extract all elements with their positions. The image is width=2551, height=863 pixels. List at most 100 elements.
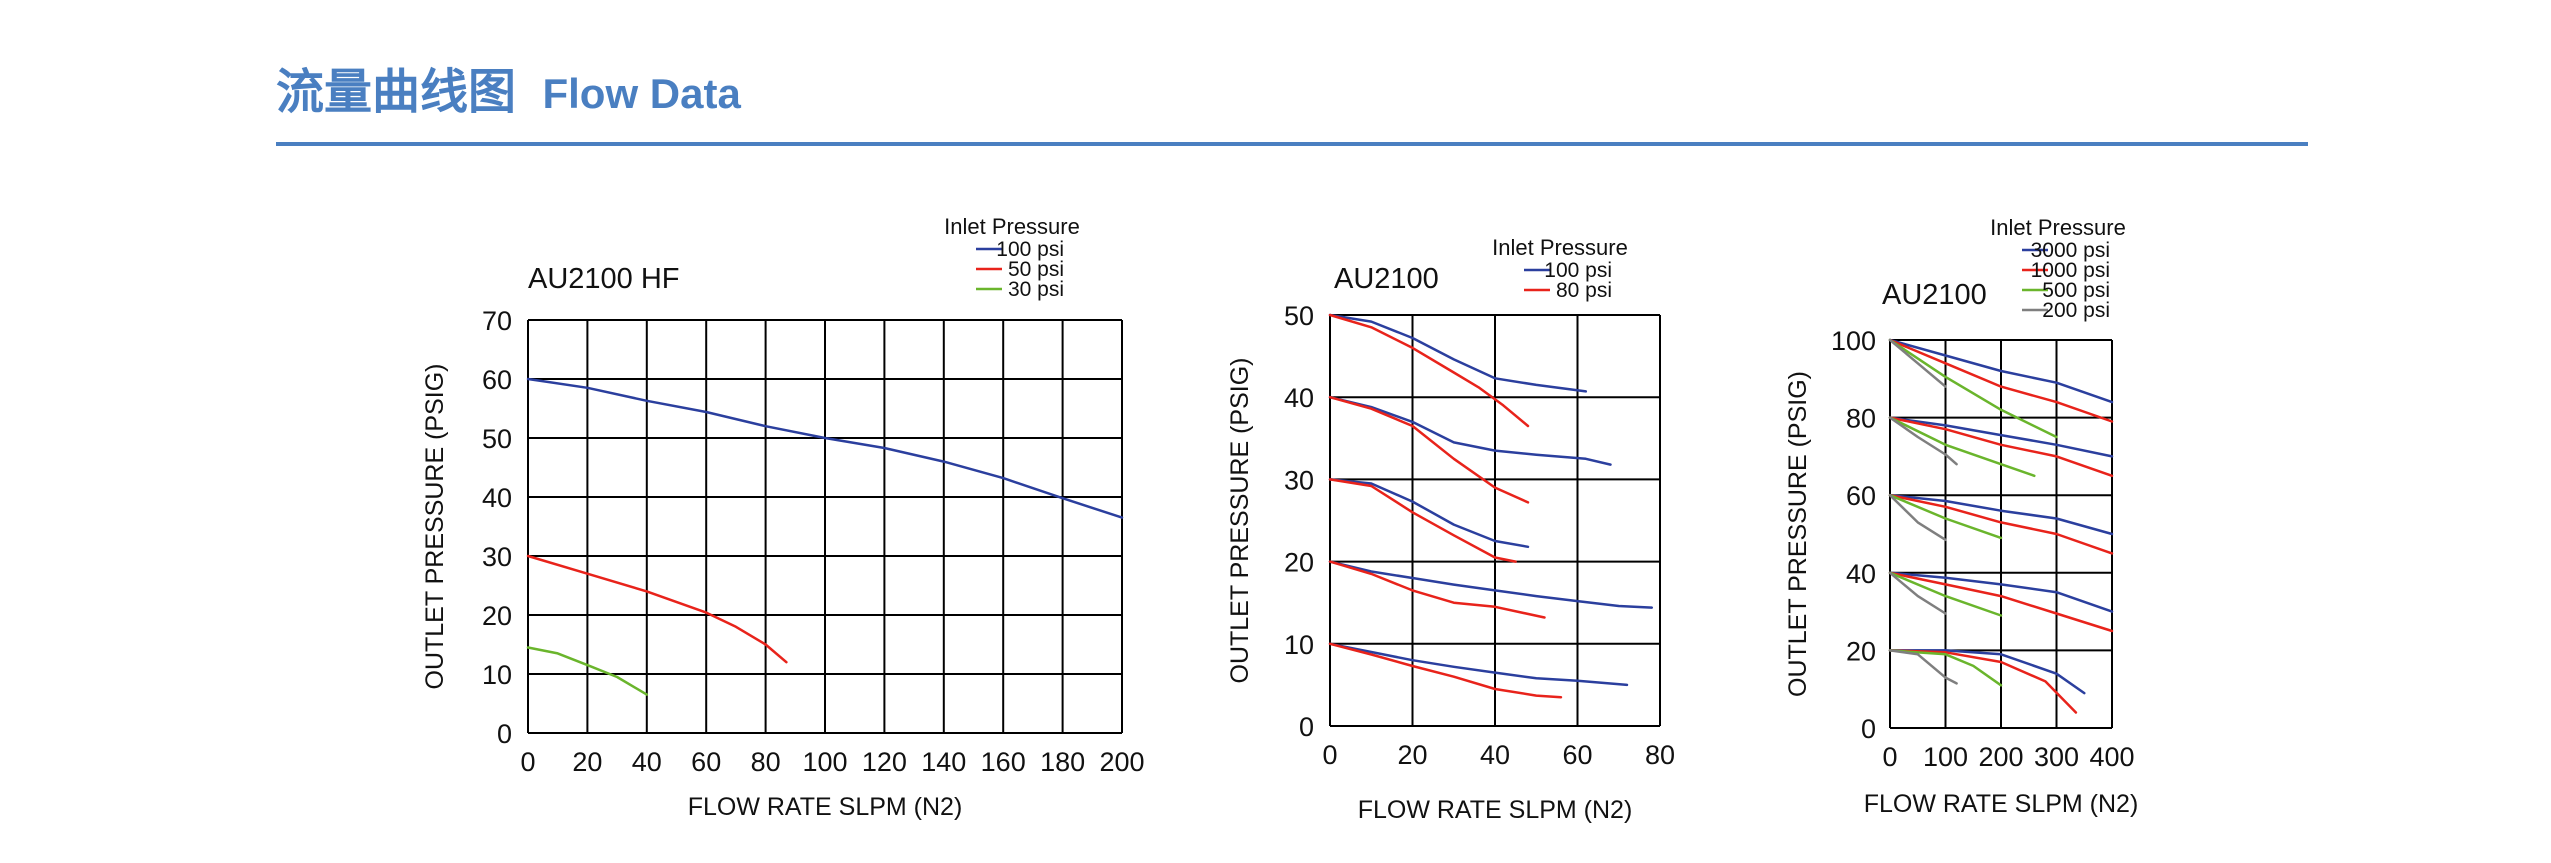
- y-tick-label: 0: [1299, 712, 1314, 742]
- x-tick-label: 60: [1562, 740, 1592, 770]
- series-line-80-psi: [1328, 560, 1546, 619]
- x-tick-label: 0: [1882, 742, 1897, 772]
- series-line-500-psi: [1888, 493, 2003, 540]
- legend-label: 50 psi: [1008, 258, 1064, 281]
- y-tick-label: 60: [482, 365, 512, 395]
- series-line-1000-psi: [1888, 338, 2114, 423]
- x-tick-label: 100: [802, 747, 847, 777]
- series-line-80-psi: [1328, 478, 1517, 563]
- y-axis-label: OUTLET PRESSURE (PSIG): [1784, 371, 1812, 697]
- y-tick-label: 20: [1846, 636, 1876, 666]
- y-tick-label: 0: [497, 719, 512, 749]
- y-tick-label: 40: [1846, 559, 1876, 589]
- x-tick-label: 140: [921, 747, 966, 777]
- legend-label: 200 psi: [2042, 299, 2110, 322]
- y-tick-label: 20: [1284, 548, 1314, 578]
- legend-label: 80 psi: [1556, 279, 1612, 302]
- x-axis-label: FLOW RATE SLPM (N2): [1358, 796, 1633, 824]
- x-axis-label: FLOW RATE SLPM (N2): [1864, 790, 2139, 818]
- x-tick-label: 120: [862, 747, 907, 777]
- series-line-200-psi: [1888, 649, 1958, 685]
- series-line-30-psi: [526, 646, 649, 696]
- series-line-100-psi: [1328, 395, 1612, 466]
- x-tick-label: 40: [1480, 740, 1510, 770]
- y-axis-label: OUTLET PRESSURE (PSIG): [1226, 358, 1254, 684]
- series-line-3000-psi: [1888, 338, 2114, 404]
- series-line-3000-psi: [1888, 416, 2114, 458]
- y-tick-label: 10: [1284, 630, 1314, 660]
- header-divider: [276, 142, 2308, 146]
- legend-title: Inlet Pressure: [1990, 215, 2126, 240]
- x-tick-label: 200: [1978, 742, 2023, 772]
- legend-label: 100 psi: [1544, 259, 1612, 282]
- series-line-80-psi: [1328, 313, 1530, 428]
- y-tick-label: 50: [482, 424, 512, 454]
- series-line-3000-psi: [1888, 571, 2114, 613]
- page-title-english: Flow Data: [542, 70, 741, 117]
- series-line-80-psi: [1328, 642, 1563, 699]
- chart-title: AU2100: [1882, 279, 1987, 311]
- x-tick-label: 20: [1397, 740, 1427, 770]
- chart-2: 0 20 40 60 80 0 10 20 30 40 50 FLOW RATE SLPM (N2) O…: [1226, 235, 1675, 824]
- series-line-100-psi: [1328, 560, 1654, 609]
- series-line-80-psi: [1328, 395, 1530, 504]
- legend-label: 3000 psi: [2031, 239, 2110, 262]
- x-tick-label: 300: [2034, 742, 2079, 772]
- x-tick-label: 400: [2089, 742, 2134, 772]
- y-tick-label: 100: [1831, 326, 1876, 356]
- x-tick-label: 100: [1923, 742, 1968, 772]
- page-title-chinese: 流量曲线图: [276, 64, 517, 120]
- series-line-100-psi: [1328, 478, 1530, 549]
- x-tick-label: 40: [632, 747, 662, 777]
- y-tick-label: 0: [1861, 714, 1876, 744]
- series-line-100-psi: [1328, 642, 1629, 687]
- series-line-200-psi: [1888, 338, 1947, 388]
- series-line-500-psi: [1888, 416, 2036, 478]
- series-line-1000-psi: [1888, 416, 2114, 478]
- series-line-1000-psi: [1888, 493, 2114, 555]
- series-line-500-psi: [1888, 649, 2003, 687]
- legend-title: Inlet Pressure: [1492, 235, 1628, 260]
- y-tick-label: 40: [482, 483, 512, 513]
- x-tick-label: 180: [1040, 747, 1085, 777]
- y-tick-label: 30: [482, 542, 512, 572]
- chart-3: 0 100 200 300 400 0 20 40 60 80 100 FLOW RATE SLPM …: [1784, 215, 2138, 818]
- legend-label: 1000 psi: [2031, 259, 2110, 282]
- x-tick-label: 0: [520, 747, 535, 777]
- x-tick-label: 60: [691, 747, 721, 777]
- chart-title: AU2100 HF: [528, 263, 680, 295]
- x-tick-label: 20: [572, 747, 602, 777]
- legend-label: 500 psi: [2042, 279, 2110, 302]
- series-line-1000-psi: [1888, 649, 2078, 714]
- x-tick-label: 80: [751, 747, 781, 777]
- x-tick-label: 200: [1099, 747, 1144, 777]
- page-header: 流量曲线图 Flow Data: [276, 52, 741, 122]
- x-tick-label: 0: [1322, 740, 1337, 770]
- y-tick-label: 80: [1846, 404, 1876, 434]
- series-line-100-psi: [1328, 313, 1588, 393]
- series-line-100-psi: [526, 377, 1124, 519]
- legend-label: 30 psi: [1008, 278, 1064, 301]
- y-tick-label: 40: [1284, 383, 1314, 413]
- x-tick-label: 80: [1645, 740, 1675, 770]
- y-tick-label: 10: [482, 660, 512, 690]
- legend-title: Inlet Pressure: [944, 214, 1080, 239]
- series-line-200-psi: [1888, 493, 1947, 542]
- chart-title: AU2100: [1334, 263, 1439, 295]
- x-axis-label: FLOW RATE SLPM (N2): [688, 793, 963, 821]
- series-line-500-psi: [1888, 571, 2003, 617]
- series-line-3000-psi: [1888, 649, 2086, 695]
- x-tick-label: 160: [981, 747, 1026, 777]
- series-line-1000-psi: [1888, 571, 2114, 633]
- series-line-50-psi: [526, 554, 788, 664]
- legend-label: 100 psi: [996, 238, 1064, 261]
- series-line-3000-psi: [1888, 493, 2114, 536]
- series-line-500-psi: [1888, 338, 2058, 439]
- y-tick-label: 20: [482, 601, 512, 631]
- y-axis-label: OUTLET PRESSURE (PSIG): [421, 364, 449, 690]
- y-tick-label: 50: [1284, 301, 1314, 331]
- y-tick-label: 60: [1846, 481, 1876, 511]
